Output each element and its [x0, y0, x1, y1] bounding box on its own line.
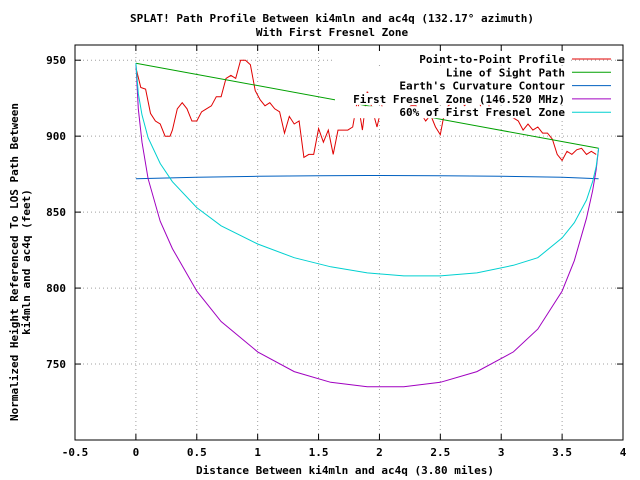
legend-label: Line of Sight Path	[446, 66, 565, 79]
legend-entry-background	[335, 92, 569, 105]
x-tick-label: 4	[620, 446, 627, 459]
series-line-4	[135, 63, 600, 388]
legend-entry-background	[335, 106, 569, 119]
x-axis-label: Distance Between ki4mln and ac4q (3.80 m…	[196, 464, 494, 477]
chart-title: SPLAT! Path Profile Between ki4mln and a…	[130, 12, 534, 25]
chart-subtitle: With First Fresnel Zone	[256, 26, 409, 39]
legend-entry-background	[335, 79, 569, 92]
y-axis-label-line-1: Normalized Height Referenced To LOS Path…	[8, 103, 21, 421]
x-tick-label: 0	[133, 446, 140, 459]
y-axis-label-line-2: ki4mln and ac4q (feet)	[20, 189, 33, 335]
series-line-5	[135, 63, 600, 277]
legend-label: 60% of First Fresnel Zone	[399, 106, 565, 119]
legend-entry-background	[335, 66, 569, 79]
x-tick-label: 3	[498, 446, 505, 459]
legend-entry-background	[335, 53, 569, 65]
x-tick-label: 1	[254, 446, 261, 459]
x-tick-label: 2.5	[430, 446, 450, 459]
y-tick-label: 950	[46, 54, 66, 67]
series-line-3	[135, 174, 599, 180]
legend-label: First Fresnel Zone (146.520 MHz)	[353, 93, 565, 106]
y-tick-label: 750	[46, 358, 66, 371]
axis-ticks: -0.5 0 0.5 1 1.5 2 2.5 3 3.5 4 750 800 850 900 950	[46, 45, 627, 459]
x-tick-label: 0.5	[187, 446, 207, 459]
series-line-2	[135, 62, 599, 149]
legend-label: Point-to-Point Profile	[419, 53, 565, 66]
y-axis-label-group: Normalized Height Referenced To LOS Path…	[8, 103, 33, 421]
x-tick-label: 3.5	[552, 446, 572, 459]
y-tick-label: 900	[46, 130, 66, 143]
plot-frame	[74, 44, 624, 441]
x-tick-label: 1.5	[309, 446, 329, 459]
y-tick-label: 800	[46, 282, 66, 295]
legend-label: Earth's Curvature Contour	[399, 80, 565, 93]
y-tick-label: 850	[46, 206, 66, 219]
x-tick-label: -0.5	[62, 446, 89, 459]
x-tick-label: 2	[376, 446, 383, 459]
